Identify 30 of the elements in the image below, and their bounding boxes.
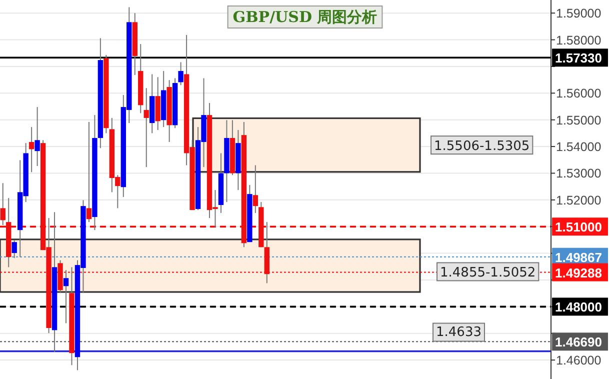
y-tick-label: 1.52000 bbox=[556, 193, 602, 208]
band-label: 1.4855-1.5052 bbox=[436, 262, 540, 282]
y-tick-label: 1.53000 bbox=[556, 166, 602, 181]
ref-line-label: 1.46690 bbox=[555, 334, 602, 350]
ref-line-label: 1.51000 bbox=[555, 220, 602, 235]
candlestick bbox=[34, 106, 40, 167]
candlestick bbox=[252, 164, 258, 214]
candlestick bbox=[0, 182, 6, 226]
y-tick-label: 1.56000 bbox=[556, 86, 602, 101]
y-tick-label: 1.59000 bbox=[556, 6, 602, 21]
candlestick bbox=[12, 240, 17, 259]
ref-label: 1.4633 bbox=[432, 322, 485, 342]
band-label: 1.5506-1.5305 bbox=[434, 139, 530, 154]
title: GBP/USD 周图分析 bbox=[227, 6, 383, 28]
candlestick bbox=[86, 121, 92, 223]
ref-line-label: 1.4633 bbox=[436, 325, 482, 340]
ref-line-label: 1.49867 bbox=[555, 250, 602, 265]
candlestick bbox=[63, 270, 69, 324]
ref-line-label: 1.57330 bbox=[555, 50, 602, 66]
ref-line-label: 1.49288 bbox=[555, 265, 602, 280]
candlestick bbox=[178, 62, 184, 86]
y-tick-label: 1.55000 bbox=[556, 113, 602, 128]
y-tick-label: 1.58000 bbox=[556, 33, 602, 48]
candlestick bbox=[28, 126, 34, 173]
band-label: 1.4855-1.5052 bbox=[440, 266, 536, 281]
candlestick bbox=[144, 88, 149, 168]
ref-line-label: 1.48000 bbox=[555, 300, 602, 315]
y-tick-label: 1.54000 bbox=[556, 140, 602, 154]
y-tick-label: 1.46000 bbox=[556, 354, 602, 368]
band-label: 1.5506-1.5305 bbox=[430, 136, 534, 155]
